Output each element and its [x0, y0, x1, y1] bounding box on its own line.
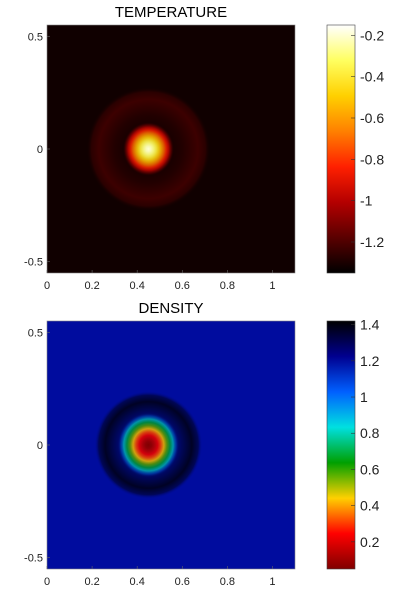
density-heatmap-features [94, 390, 203, 500]
density-xtick-label: 0.6 [175, 576, 190, 588]
density-panel: DENSITY 0 0.2 0.4 0.6 0.8 1 0.50-0.5 1.41.210… [24, 300, 380, 588]
temperature-title: TEMPERATURE [115, 4, 227, 21]
density-x-axis: 0 0.2 0.4 0.6 0.8 1 [44, 566, 276, 588]
temperature-xtick-label: 1 [269, 280, 275, 292]
temperature-colorbar-tick-label: -1.2 [360, 234, 384, 250]
temperature-y-axis: 0.5 0 -0.5 [24, 31, 50, 269]
temperature-ytick-label: -0.5 [24, 257, 43, 269]
density-colorbar-tick-label: 0.4 [360, 498, 380, 514]
density-title: DENSITY [138, 300, 203, 317]
density-colorbar-tick-label: 1 [360, 389, 368, 405]
temperature-ytick-label: 0.5 [28, 31, 43, 43]
density-ring [94, 390, 203, 500]
density-ytick-label: -0.5 [24, 553, 43, 565]
temperature-xtick-label: 0 [44, 280, 50, 292]
density-colorbar-tick-label: 0.2 [360, 534, 380, 550]
density-colorbar-tick-label: 1.2 [360, 353, 380, 369]
temperature-xtick-label: 0.6 [175, 280, 190, 292]
density-colorbar [326, 320, 356, 570]
density-colorbar-tick-label: 1.4 [360, 317, 380, 333]
temperature-ring [86, 87, 211, 211]
density-ytick-label: 0.5 [28, 327, 43, 339]
density-y-axis: 0.5 0 -0.5 [24, 327, 50, 565]
temperature-colorbar-tick-label: -1 [360, 193, 373, 209]
density-xtick-label: 0.4 [130, 576, 145, 588]
temperature-ytick-label: 0 [37, 144, 43, 156]
temperature-xtick-label: 0.8 [220, 280, 235, 292]
temperature-colorbar-tick-label: -0.2 [360, 27, 384, 43]
temperature-colorbar-tick-label: -0.6 [360, 110, 384, 126]
temperature-xtick-label: 0.4 [130, 280, 145, 292]
temperature-colorbar-ticks: -0.2 -0.4 -0.6 -0.8 -1 -1.2 [351, 27, 384, 250]
density-colorbar-tick-label: 0.8 [360, 425, 380, 441]
temperature-heatmap-features [86, 87, 211, 211]
temperature-xtick-label: 0.2 [84, 280, 99, 292]
density-xtick-label: 0.2 [84, 576, 99, 588]
density-ytick-label: 0 [37, 440, 43, 452]
temperature-colorbar-tick-label: -0.8 [360, 151, 384, 167]
density-xtick-label: 0.8 [220, 576, 235, 588]
density-xtick-label: 1 [269, 576, 275, 588]
density-colorbar-ticks: 1.4 1.2 1 0.8 0.6 0.4 0.2 [351, 317, 380, 550]
temperature-x-axis: 0 0.2 0.4 0.6 0.8 1 [44, 270, 276, 292]
temperature-panel: TEMPERATURE 0 0.2 0.4 0.6 0.8 1 0.50-0.5 -0.2… [24, 4, 384, 292]
density-xtick-label: 0 [44, 576, 50, 588]
temperature-colorbar-tick-label: -0.4 [360, 69, 384, 85]
density-colorbar-tick-label: 0.6 [360, 461, 380, 477]
temperature-colorbar [326, 24, 356, 274]
